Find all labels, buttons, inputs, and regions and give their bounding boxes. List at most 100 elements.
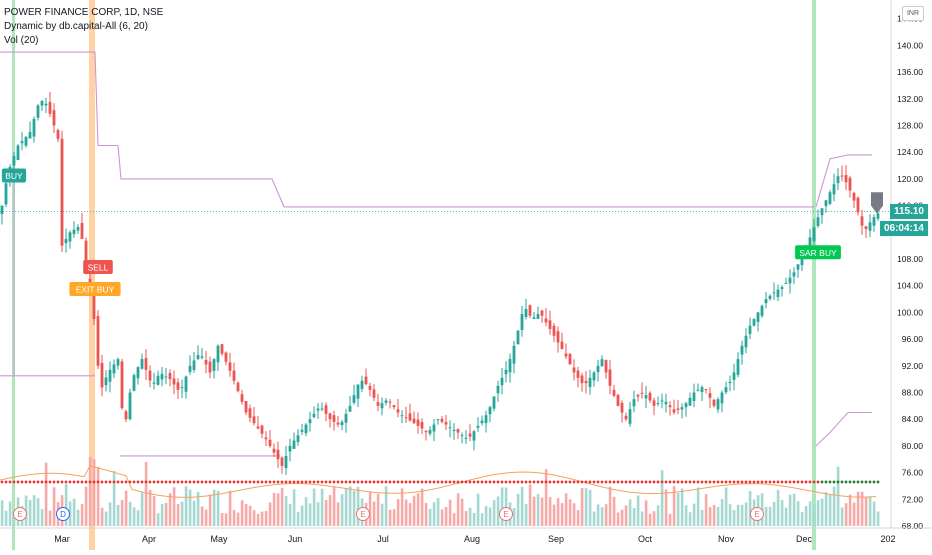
price-tick-label: 132.00: [897, 94, 923, 104]
signal-badge-sar[interactable]: [795, 245, 841, 260]
candle-body: [704, 389, 708, 391]
signal-dot: [792, 480, 796, 484]
candle-body: [204, 360, 208, 365]
candle-body: [240, 394, 244, 402]
event-marker[interactable]: [499, 507, 513, 521]
volume-bar: [332, 486, 336, 526]
volume-bar: [148, 489, 152, 526]
volume-bar: [592, 511, 596, 526]
event-marker[interactable]: [750, 507, 764, 521]
signal-dot: [484, 480, 488, 484]
candle-body: [712, 399, 716, 406]
candle-body: [424, 431, 428, 433]
signal-dot: [524, 480, 528, 484]
symbol-title[interactable]: POWER FINANCE CORP, 1D, NSE: [4, 7, 164, 18]
signal-badge-exit[interactable]: [69, 282, 121, 297]
volume-bar: [4, 510, 8, 526]
event-marker[interactable]: [13, 507, 27, 521]
volume-bar: [692, 503, 696, 526]
volume-bar: [0, 500, 4, 526]
candle-body: [260, 425, 264, 434]
volume-bar: [588, 489, 592, 526]
candle-body: [20, 141, 24, 144]
candle-body: [620, 402, 624, 413]
volume-bar: [768, 506, 772, 526]
candle-body: [456, 428, 460, 433]
candle-body: [708, 393, 712, 398]
candle-body: [744, 335, 748, 348]
volume-bar: [232, 509, 236, 526]
signal-dot: [184, 480, 188, 484]
signal-dot: [216, 480, 220, 484]
volume-bar: [536, 494, 540, 526]
candle-body: [716, 399, 720, 410]
volume-bar: [716, 506, 720, 526]
candle-body: [604, 359, 608, 373]
candle-body: [352, 395, 356, 403]
volume-bar: [228, 490, 232, 526]
volume-bar: [660, 470, 664, 526]
signal-dot: [808, 480, 812, 484]
volume-bar: [296, 512, 300, 526]
candle-body: [324, 405, 328, 414]
candle-body: [756, 312, 760, 323]
volume-bar: [704, 494, 708, 526]
candle-body: [144, 358, 148, 370]
candle-body: [72, 229, 76, 235]
signal-dot: [532, 480, 536, 484]
signal-dot: [220, 480, 224, 484]
candle-body: [812, 227, 816, 242]
candle-body: [728, 381, 732, 384]
volume-bar: [688, 512, 692, 526]
volume-bar: [848, 494, 852, 526]
signal-badge-sell[interactable]: [83, 259, 113, 274]
candle-body: [840, 175, 844, 177]
signal-dot: [116, 480, 120, 484]
signal-dot: [636, 480, 640, 484]
volume-bar: [200, 506, 204, 526]
signal-dot: [856, 480, 860, 484]
volume-title[interactable]: Vol (20): [4, 35, 39, 46]
volume-bar: [284, 496, 288, 526]
indicator-title[interactable]: Dynamic by db.capital-All (6, 20): [4, 21, 148, 32]
volume-bar: [212, 489, 216, 526]
signal-dot: [868, 480, 872, 484]
volume-bar: [792, 493, 796, 526]
event-marker[interactable]: [356, 507, 370, 521]
candle-body: [784, 283, 788, 285]
volume-bar: [340, 494, 344, 526]
volume-bar: [488, 507, 492, 526]
signal-dot: [336, 480, 340, 484]
candle-body: [808, 237, 812, 247]
volume-bar: [48, 510, 52, 526]
signal-badge-buy[interactable]: [1, 168, 27, 183]
volume-bar: [436, 498, 440, 526]
volume-bar: [672, 486, 676, 526]
signal-dot: [28, 480, 32, 484]
volume-bar: [384, 486, 388, 526]
event-marker[interactable]: [56, 507, 70, 521]
signal-dot: [328, 480, 332, 484]
candle-body: [372, 389, 376, 398]
time-tick-label: May: [210, 534, 228, 544]
candle-body: [120, 361, 124, 409]
candle-body: [648, 392, 652, 401]
candle-body: [296, 435, 300, 443]
signal-dot: [80, 480, 84, 484]
volume-bar: [812, 505, 816, 526]
candle-body: [40, 101, 44, 106]
volume-bar: [764, 506, 768, 526]
currency-badge[interactable]: INR: [902, 6, 924, 21]
candle-body: [736, 359, 740, 375]
price-tick-label: 68.00: [902, 521, 924, 531]
signal-dot: [396, 480, 400, 484]
candle-body: [800, 256, 804, 266]
volume-bar: [432, 502, 436, 526]
volume-bar: [616, 512, 620, 526]
signal-dot: [148, 480, 152, 484]
volume-bar: [100, 507, 104, 526]
volume-bar: [44, 462, 48, 526]
signal-dot: [444, 480, 448, 484]
